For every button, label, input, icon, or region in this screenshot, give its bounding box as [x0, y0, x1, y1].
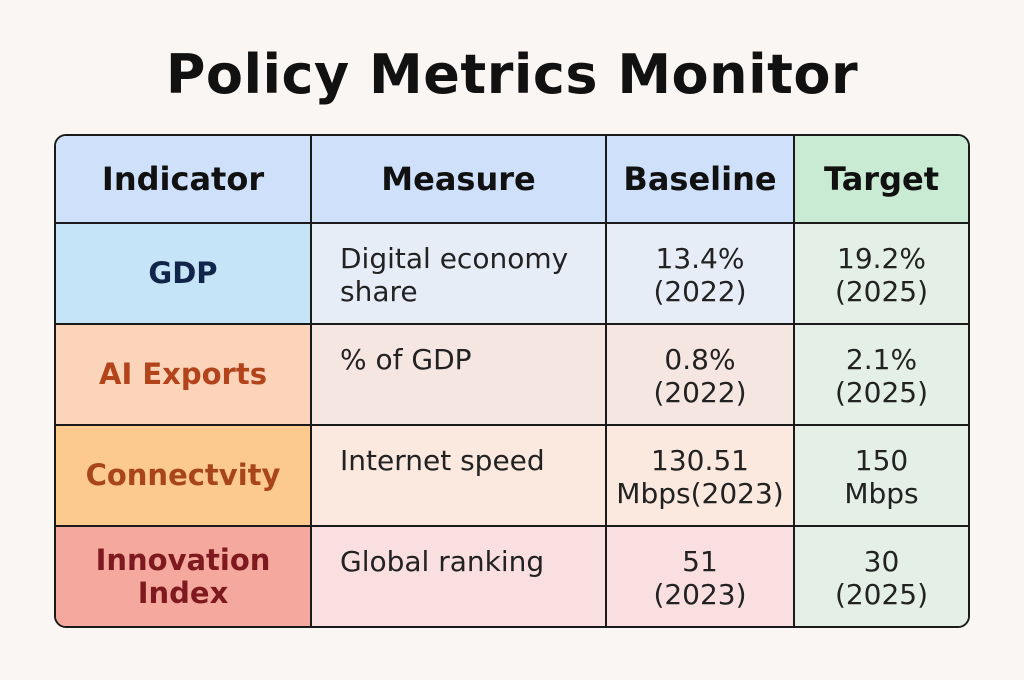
target-value: 150 Mbps [844, 444, 919, 510]
indicator-cell: AI Exports [56, 325, 312, 426]
header-target: Target [795, 136, 968, 224]
metrics-table: Indicator Measure Baseline Target GDP Di… [54, 134, 970, 628]
header-baseline: Baseline [607, 136, 795, 224]
baseline-cell: 13.4% (2022) [607, 224, 795, 325]
measure-cell: Digital economy share [312, 224, 607, 325]
baseline-cell: 51 (2023) [607, 527, 795, 626]
target-value: 30 (2025) [834, 545, 929, 611]
target-cell: 19.2% (2025) [795, 224, 968, 325]
baseline-cell: 0.8% (2022) [607, 325, 795, 426]
measure-cell: Global ranking [312, 527, 607, 626]
page-title: Policy Metrics Monitor [165, 43, 859, 106]
measure-cell: Internet speed [312, 426, 607, 527]
target-cell: 150 Mbps [795, 426, 968, 527]
baseline-cell: 130.51 Mbps(2023) [607, 426, 795, 527]
baseline-value: 13.4% (2022) [653, 242, 747, 308]
baseline-value: 130.51 Mbps(2023) [616, 444, 784, 510]
target-value: 2.1% (2025) [834, 343, 929, 409]
target-value: 19.2% (2025) [834, 242, 929, 308]
indicator-cell: Innovation Index [56, 527, 312, 626]
header-indicator: Indicator [56, 136, 312, 224]
target-cell: 30 (2025) [795, 527, 968, 626]
measure-cell: % of GDP [312, 325, 607, 426]
header-measure: Measure [312, 136, 607, 224]
baseline-value: 0.8% (2022) [653, 343, 747, 409]
target-cell: 2.1% (2025) [795, 325, 968, 426]
indicator-cell: GDP [56, 224, 312, 325]
indicator-cell: Connectvity [56, 426, 312, 527]
baseline-value: 51 (2023) [653, 545, 747, 611]
